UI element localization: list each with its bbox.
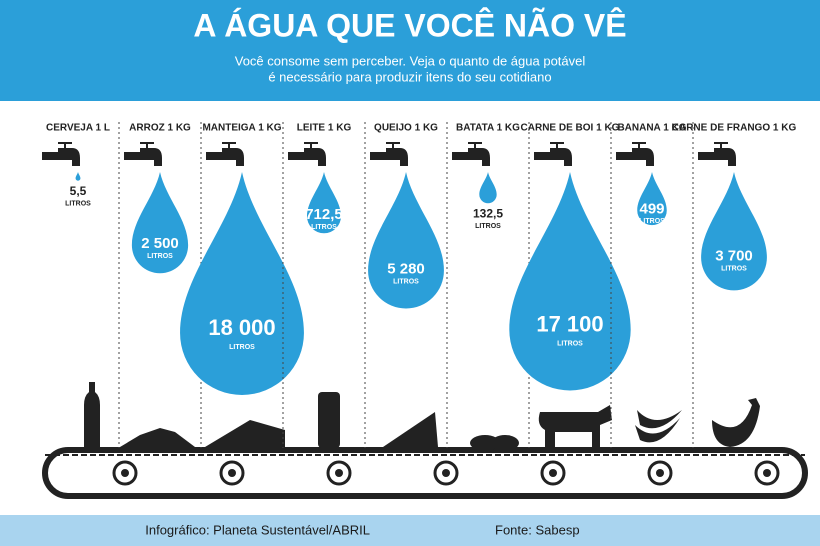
wheel-hub — [442, 469, 450, 477]
unit-label: LITROS — [721, 265, 747, 272]
products — [84, 382, 760, 451]
credit: Infográfico: Planeta Sustentável/ABRIL — [145, 522, 370, 537]
conveyor — [42, 447, 808, 499]
drop — [180, 172, 304, 395]
category-label: ARROZ 1 KG — [129, 123, 191, 134]
wheel-hub — [121, 469, 129, 477]
tap — [288, 142, 326, 166]
unit-label: LITROS — [475, 223, 501, 230]
category-label: CARNE DE BOI 1 KG — [521, 123, 620, 134]
tap — [370, 142, 408, 166]
unit-label: LITROS — [557, 341, 583, 348]
wheel-hub — [549, 469, 557, 477]
unit-label: LITROS — [311, 224, 337, 231]
value-label: 2 500 — [141, 235, 179, 252]
tap — [206, 142, 244, 166]
unit-label: LITROS — [229, 344, 255, 351]
drop — [306, 172, 342, 234]
category-label: BANANA 1 KG — [617, 123, 686, 134]
wheel-hub — [335, 469, 343, 477]
value-label: 5,5 — [70, 184, 87, 198]
value-label: 5 280 — [387, 261, 425, 278]
drop — [509, 172, 631, 391]
tap — [124, 142, 162, 166]
tap — [616, 142, 654, 166]
tap — [42, 142, 80, 166]
value-label: 499 — [639, 200, 664, 217]
drop — [75, 172, 81, 181]
value-label: 132,5 — [473, 206, 503, 220]
wheel-hub — [656, 469, 664, 477]
subtitle: é necessário para produzir itens do seu … — [268, 69, 551, 84]
unit-label: LITROS — [393, 278, 419, 285]
wheel-hub — [763, 469, 771, 477]
value-label: 3 700 — [715, 248, 753, 265]
category-label: CERVEJA 1 L — [46, 123, 110, 134]
unit-label: LITROS — [639, 218, 665, 225]
title: A ÁGUA QUE VOCÊ NÃO VÊ — [193, 7, 626, 43]
value-label: 712,5 — [305, 206, 343, 223]
category-label: CARNE DE FRANGO 1 KG — [672, 123, 797, 134]
header-band — [0, 0, 820, 101]
source: Fonte: Sabesp — [495, 522, 580, 537]
drop — [637, 172, 667, 226]
drop — [368, 172, 444, 309]
category-label: LEITE 1 KG — [297, 123, 352, 134]
tap — [698, 142, 736, 166]
footer-band — [0, 515, 820, 546]
unit-label: LITROS — [147, 253, 173, 260]
drop — [131, 172, 189, 274]
category-label: MANTEIGA 1 KG — [202, 123, 281, 134]
category-label: BATATA 1 KG — [456, 123, 520, 134]
value-label: 17 100 — [536, 312, 603, 337]
drop — [701, 172, 767, 291]
wheel-hub — [228, 469, 236, 477]
category-label: QUEIJO 1 KG — [374, 123, 438, 134]
subtitle: Você consome sem perceber. Veja o quanto… — [235, 53, 586, 68]
drop — [479, 172, 497, 204]
unit-label: LITROS — [65, 201, 91, 208]
tap — [452, 142, 490, 166]
tap — [534, 142, 572, 166]
value-label: 18 000 — [208, 315, 275, 340]
